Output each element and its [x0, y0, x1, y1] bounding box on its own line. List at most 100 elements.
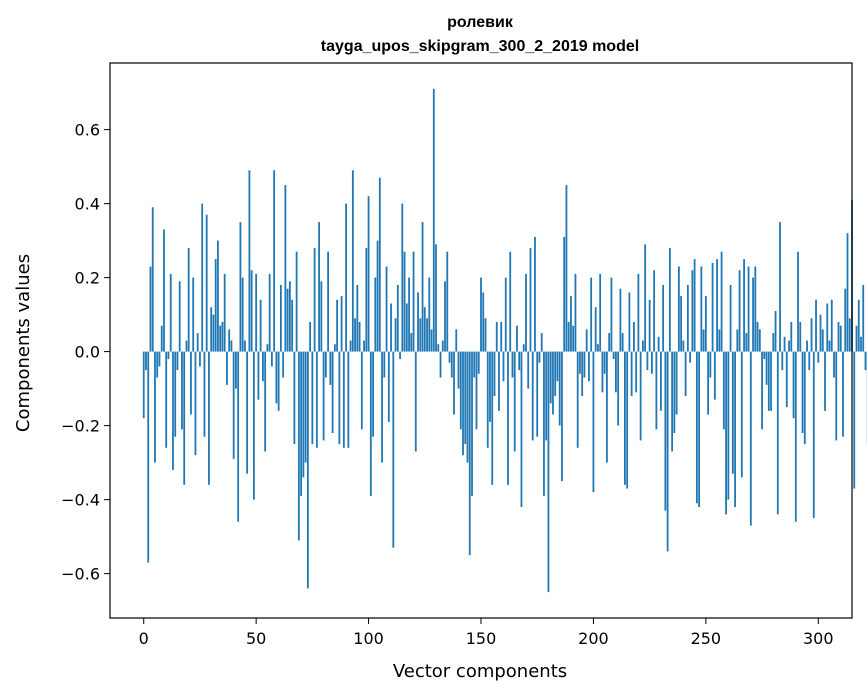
bar-302: [821, 329, 824, 352]
bar-26: [201, 203, 204, 352]
bar-155: [491, 351, 494, 485]
bar-161: [504, 277, 507, 352]
bar-28: [205, 214, 208, 352]
bar-195: [581, 351, 584, 396]
x-tick-label: 50: [246, 629, 266, 648]
bar-217: [630, 351, 633, 396]
bar-205: [603, 351, 606, 374]
bar-98: [363, 340, 365, 352]
bar-274: [758, 329, 761, 352]
bar-190: [570, 296, 572, 352]
bar-114: [399, 351, 401, 359]
bar-142: [462, 351, 464, 456]
bar-12: [169, 273, 172, 352]
bar-169: [522, 344, 525, 352]
bar-282: [776, 351, 779, 515]
bar-34: [219, 325, 222, 352]
bar-129: [432, 88, 435, 352]
bar-268: [745, 333, 748, 352]
bar-285: [783, 336, 786, 352]
bar-40: [232, 351, 235, 459]
bar-146: [471, 351, 473, 496]
bar-141: [459, 351, 462, 430]
bar-199: [590, 277, 593, 352]
bar-186: [561, 351, 563, 482]
bar-260: [727, 351, 730, 500]
bar-214: [624, 351, 626, 485]
bar-258: [722, 351, 725, 430]
bar-271: [752, 277, 754, 352]
bar-31: [212, 314, 215, 352]
bar-222: [641, 340, 644, 352]
bar-255: [716, 259, 718, 352]
bar-206: [606, 351, 608, 463]
bar-48: [250, 270, 253, 352]
bar-247: [698, 351, 701, 507]
bar-182: [552, 351, 554, 415]
bar-284: [781, 351, 784, 371]
bar-130: [435, 244, 437, 352]
bar-296: [808, 351, 811, 371]
bar-87: [338, 351, 341, 445]
bar-162: [507, 351, 509, 485]
bar-128: [430, 329, 433, 352]
bar-15: [176, 351, 179, 371]
bar-95: [356, 285, 359, 352]
bar-235: [671, 351, 674, 452]
bar-314: [848, 318, 851, 352]
bar-213: [621, 333, 624, 352]
bar-256: [718, 329, 721, 352]
bar-204: [601, 351, 604, 393]
y-tick-label: 0.2: [75, 269, 100, 288]
bar-69: [297, 351, 300, 541]
bar-312: [844, 288, 847, 352]
bar-307: [833, 351, 835, 378]
bar-136: [448, 351, 451, 363]
bar-24: [196, 333, 199, 352]
bar-228: [655, 351, 658, 430]
bar-18: [183, 351, 186, 485]
bar-165: [513, 351, 516, 452]
bar-30: [210, 307, 213, 352]
bar-35: [221, 322, 224, 352]
bar-99: [365, 248, 368, 352]
y-tick-label: 0.6: [75, 121, 100, 140]
bar-138: [453, 351, 455, 415]
bar-298: [812, 351, 815, 519]
bar-197: [585, 329, 588, 352]
bar-290: [794, 351, 797, 522]
bar-196: [583, 351, 586, 378]
bar-219: [635, 351, 638, 393]
bar-177: [540, 333, 543, 352]
bar-175: [536, 351, 539, 437]
bar-187: [563, 236, 566, 352]
bar-153: [486, 351, 489, 448]
bar-38: [228, 329, 231, 352]
bar-168: [520, 351, 523, 507]
bar-295: [806, 340, 808, 352]
bar-280: [772, 333, 775, 352]
bar-96: [358, 322, 361, 352]
bar-143: [464, 351, 467, 445]
y-axis-ticks: −0.6 −0.4 −0.2 0.0 0.2 0.4 0.6: [61, 121, 110, 584]
bar-92: [349, 340, 352, 352]
bar-83: [329, 351, 332, 385]
bar-97: [360, 351, 363, 430]
bar-46: [246, 351, 249, 474]
bar-65: [288, 281, 291, 352]
bar-111: [392, 351, 395, 548]
bar-36: [223, 273, 226, 352]
bar-23: [194, 351, 197, 456]
bar-202: [597, 344, 599, 352]
bar-170: [525, 273, 527, 352]
bar-191: [572, 325, 575, 352]
bar-313: [846, 233, 849, 352]
bar-266: [740, 351, 743, 478]
bar-151: [482, 292, 485, 352]
y-tick-label: −0.4: [61, 491, 100, 510]
bar-63: [284, 185, 287, 352]
bar-139: [455, 329, 458, 352]
x-tick-label: 100: [353, 629, 384, 648]
bar-44: [241, 277, 244, 352]
